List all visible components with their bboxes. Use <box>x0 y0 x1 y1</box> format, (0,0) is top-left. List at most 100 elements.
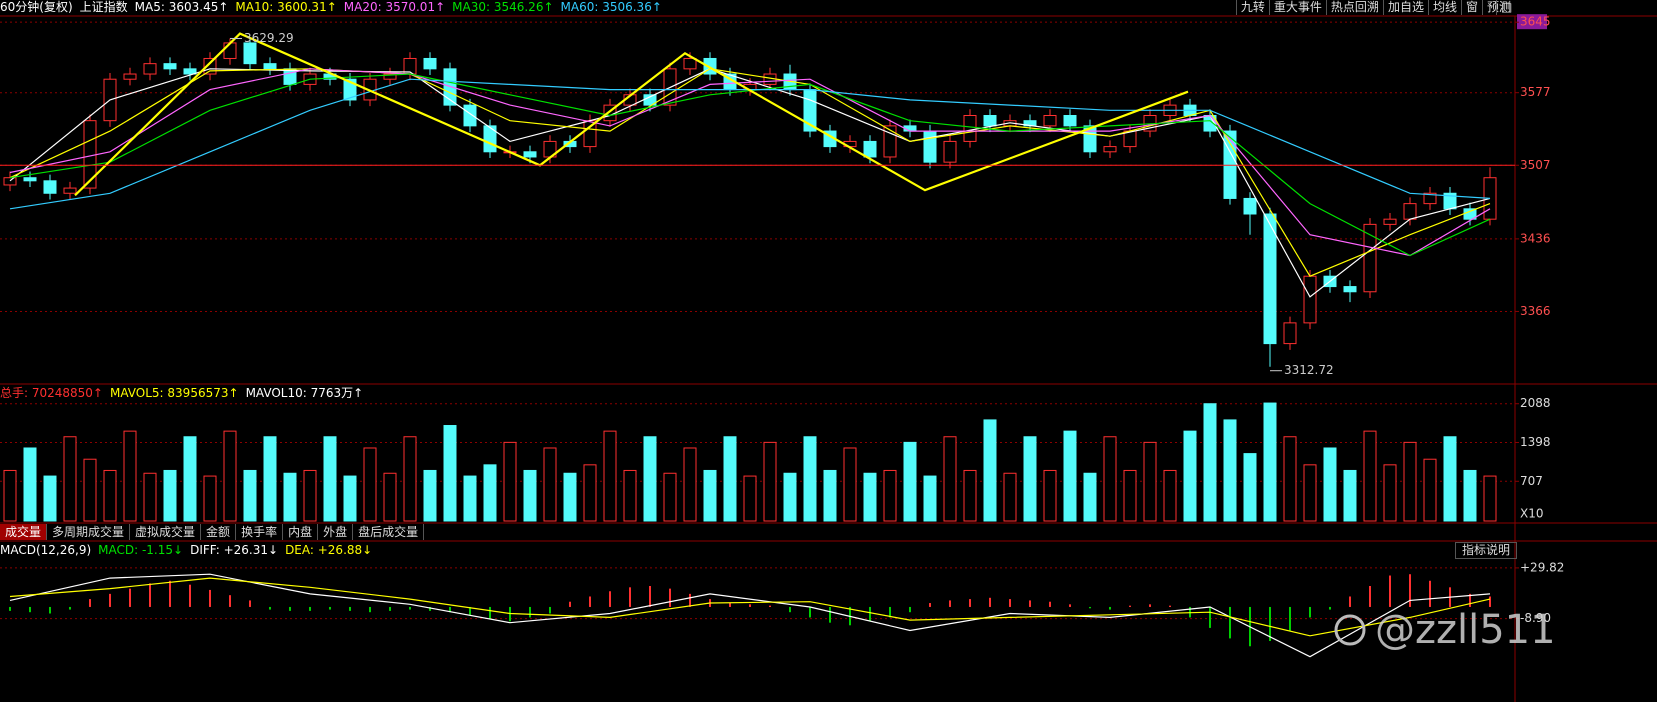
indicator-tab[interactable]: 多周期成交量 <box>47 524 131 540</box>
volume-bar <box>723 436 737 522</box>
candle-body <box>463 104 477 127</box>
volume-bar <box>803 436 817 522</box>
candle-body <box>23 177 37 182</box>
volume-bar <box>463 475 477 522</box>
volume-bar <box>343 475 357 522</box>
macd-legend-item: MACD: -1.15↓ <box>98 543 184 557</box>
volume-bar <box>1223 419 1237 522</box>
y-tick-label: 2088 <box>1520 396 1551 410</box>
candle-body <box>263 63 277 70</box>
volume-bar <box>863 472 877 522</box>
candle-body <box>863 140 877 158</box>
volume-bar <box>223 430 237 522</box>
toolbar-button[interactable]: 加自选 <box>1382 0 1428 15</box>
ma-legend-item: MA10: 3600.31↑ <box>235 0 337 14</box>
line <box>9 68 1491 257</box>
y-tick-label: 3507 <box>1520 158 1551 172</box>
volume-bar <box>943 436 957 522</box>
macd-legend-item: DIFF: +26.31↓ <box>190 543 279 557</box>
candle-body <box>223 42 237 59</box>
toolbar-button[interactable]: 热点回溯 <box>1325 0 1383 15</box>
volume-bar <box>1423 458 1437 522</box>
indicator-tab[interactable]: 换手率 <box>236 524 284 540</box>
candle-body <box>163 63 177 70</box>
volume-bar <box>883 469 897 522</box>
toolbar-button[interactable]: 九转 <box>1235 0 1269 15</box>
volume-bar <box>403 436 417 522</box>
candle-body <box>1343 286 1357 293</box>
help-wrap: 指标说明 <box>1455 542 1518 559</box>
volume-bar <box>483 464 497 522</box>
indicator-tab[interactable]: 内盘 <box>283 524 319 540</box>
index-name: 上证指数 <box>79 0 128 14</box>
volume-bar <box>743 475 757 522</box>
toolbar-button[interactable]: 重大事件 <box>1268 0 1326 15</box>
volume-bar <box>303 469 317 522</box>
macd-legend: MACD(12,26,9) MACD: -1.15↓ DIFF: +26.31↓ DE… <box>0 543 372 558</box>
volume-bar <box>423 469 437 522</box>
volume-bar <box>1083 472 1097 522</box>
volume-bar <box>503 441 517 522</box>
y-tick-label: 3577 <box>1520 85 1551 99</box>
period: 60分钟(复权) <box>0 0 73 14</box>
volume-bar <box>683 447 697 522</box>
indicator-tabs: 成交量 多周期成交量 虚拟成交量 金额 换手率 内盘 外盘 盘后成交量 <box>0 524 425 540</box>
low-annotation: 3312.72 <box>1284 363 1334 377</box>
high-annotation: 3629.29 <box>244 31 294 45</box>
candle-body <box>1243 197 1257 215</box>
volume-bar <box>1383 464 1397 522</box>
line <box>74 32 1189 197</box>
volume-bar <box>1163 469 1177 522</box>
volume-legend-item: MAVOL10: 7763万↑ <box>245 386 364 400</box>
volume-bar <box>1343 469 1357 522</box>
help-button[interactable]: 指标说明 <box>1455 542 1518 559</box>
ma-legend-item: MA60: 3506.36↑ <box>560 0 662 14</box>
volume-bar <box>263 436 277 522</box>
candle-body <box>63 187 77 194</box>
volume-bar <box>1043 469 1057 522</box>
volume-bar <box>763 441 777 522</box>
volume-legend-item: 总手: 70248850↑ <box>0 386 103 400</box>
volume-bar <box>43 475 57 522</box>
indicator-tab[interactable]: 金额 <box>201 524 237 540</box>
toolbar-button[interactable]: 均线 <box>1427 0 1461 15</box>
line <box>9 78 1491 210</box>
y-tick-label: 3436 <box>1520 231 1551 245</box>
volume-bar <box>1363 430 1377 522</box>
toolbar-button[interactable]: 窗 <box>1460 0 1482 15</box>
volume-bar <box>1263 402 1277 522</box>
volume-bar <box>383 472 397 522</box>
indicator-tab[interactable]: 虚拟成交量 <box>130 524 202 540</box>
volume-bar <box>3 469 17 522</box>
candle-body <box>183 68 197 75</box>
indicator-tab[interactable]: 外盘 <box>318 524 354 540</box>
indicator-tab[interactable]: 盘后成交量 <box>353 524 425 540</box>
volume-bar <box>323 436 337 522</box>
volume-bar <box>443 425 457 522</box>
unit-label: X10 <box>1520 507 1544 521</box>
candle-body <box>43 180 57 194</box>
candle-body <box>383 73 397 80</box>
y-tick-label: 3645 <box>1520 15 1551 29</box>
lock-icon[interactable]: □ <box>1496 0 1513 15</box>
indicator-tab[interactable]: 成交量 <box>0 524 48 540</box>
volume-bar <box>1283 436 1297 522</box>
volume-bar <box>963 469 977 522</box>
volume-bar <box>543 447 557 522</box>
y-tick-label: 1398 <box>1520 435 1551 449</box>
candle-body <box>3 177 17 186</box>
tick-highlight <box>1517 14 1547 30</box>
toolbar-button[interactable]: 预测 <box>1481 0 1515 15</box>
volume-bar <box>663 472 677 522</box>
toolbar: 九转 重大事件 热点回溯 加自选 均线窗预测 <box>1235 0 1515 15</box>
volume-bar <box>1183 430 1197 522</box>
y-tick-label: 707 <box>1520 474 1543 488</box>
volume-bar <box>1063 430 1077 522</box>
candle-body <box>1423 192 1437 205</box>
line <box>9 68 1491 277</box>
volume-bar <box>363 447 377 522</box>
volume-bar <box>623 469 637 522</box>
volume-bar <box>1323 447 1337 522</box>
volume-bar <box>163 469 177 522</box>
